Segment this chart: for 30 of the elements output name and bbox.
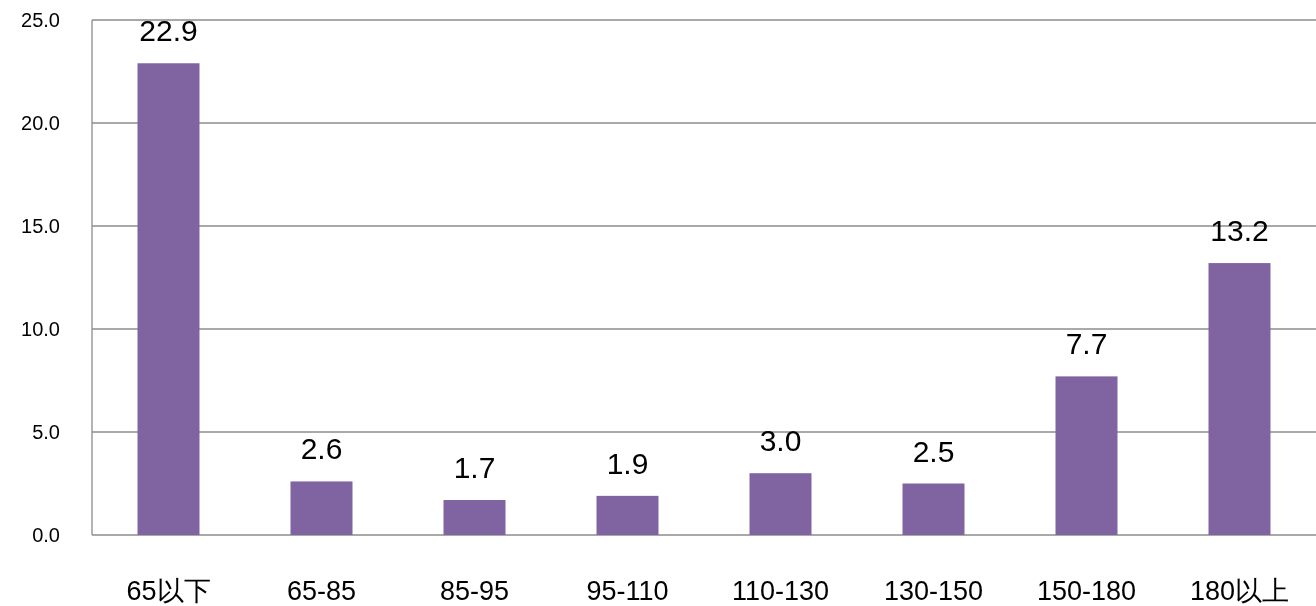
data-label: 2.6 [300,432,343,466]
y-tick-label: 20.0 [21,112,60,134]
y-tick-label: 25.0 [21,9,60,31]
bar [137,63,200,535]
x-tick-label: 95-110 [586,576,669,606]
x-tick-label: 110-130 [731,576,830,606]
bar [1055,376,1118,535]
y-tick-label: 15.0 [21,215,60,237]
data-label: 3.0 [759,424,802,458]
x-tick-label: 85-95 [439,576,510,606]
x-tick-label: 150-180 [1036,576,1137,606]
data-label: 1.7 [453,450,496,484]
bar [902,483,965,535]
data-label: 22.9 [139,14,198,48]
bar [1208,263,1271,535]
bar [596,495,659,535]
x-tick-label: 130-150 [883,576,984,606]
x-tick-label: 65-85 [286,576,357,606]
data-label: 1.9 [606,446,649,480]
data-label: 13.2 [1210,214,1269,248]
y-tick-label: 0.0 [32,524,60,546]
data-label: 7.7 [1065,327,1108,361]
x-tick-label: 180以上 [1189,576,1290,606]
data-label: 2.5 [912,434,955,468]
x-tick-label: 65以下 [126,576,211,606]
bar [749,473,812,535]
y-tick-label: 5.0 [32,421,60,443]
bar [290,481,353,535]
bar [443,499,506,535]
y-tick-label: 10.0 [21,318,60,340]
